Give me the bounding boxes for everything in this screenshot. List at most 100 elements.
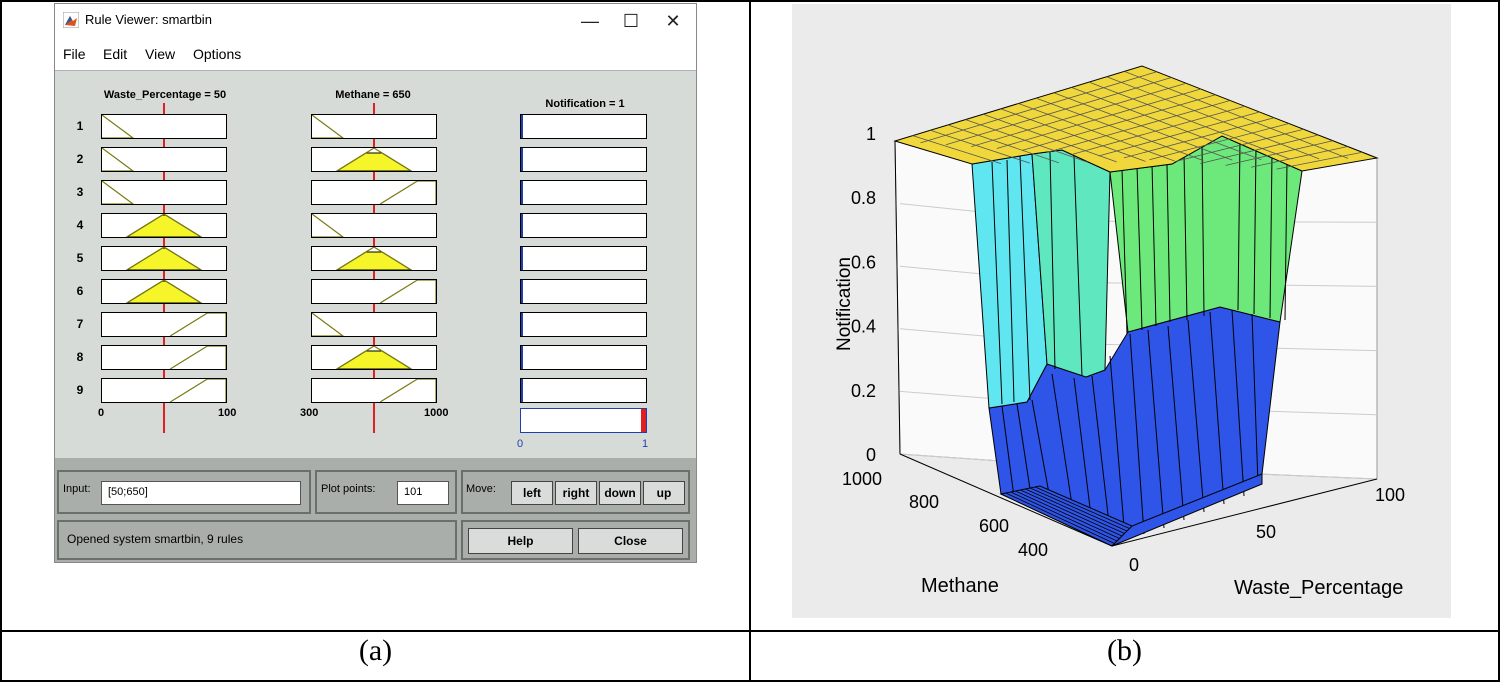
status-group: Opened system smartbin, 9 rules <box>57 520 457 560</box>
input-group: Input: [50;650] <box>57 470 311 514</box>
rule-number: 8 <box>76 350 84 364</box>
plot-points-group: Plot points: 101 <box>315 470 457 514</box>
waste-rule-plot[interactable] <box>101 114 227 139</box>
waste-rule-plot[interactable] <box>101 180 227 205</box>
rule-number: 7 <box>76 317 84 331</box>
output-rule-plot[interactable] <box>520 180 647 205</box>
surface-strip <box>1019 155 1031 401</box>
surface-strip <box>1151 163 1157 327</box>
methane-rule-plot[interactable] <box>311 279 437 304</box>
waste-rule-plot[interactable] <box>101 246 227 271</box>
close-window-button[interactable]: ✕ <box>665 11 681 31</box>
z-axis <box>894 140 901 455</box>
title-bar: Rule Viewer: smartbin — ☐ ✕ <box>55 4 696 38</box>
surface-strip <box>1253 145 1257 315</box>
floor-grid <box>1020 489 1123 537</box>
menu-edit[interactable]: Edit <box>103 46 128 62</box>
output-axis-max: 1 <box>642 438 649 450</box>
rule-number: 5 <box>76 251 84 265</box>
top-grid <box>1251 146 1348 168</box>
waste-rule-plot[interactable] <box>101 279 227 304</box>
rule-number: 1 <box>76 119 84 133</box>
control-panel: Input: [50;650] Plot points: 101 Move: l… <box>55 458 696 562</box>
top-grid <box>1174 128 1304 163</box>
maximize-button[interactable]: ☐ <box>622 11 640 31</box>
methane-rule-plot[interactable] <box>311 312 437 337</box>
close-button[interactable]: Close <box>578 528 683 554</box>
top-grid <box>1072 105 1245 155</box>
z-tick-label: 0.2 <box>851 381 876 401</box>
waste-rule-plot[interactable] <box>101 147 227 172</box>
waste-axis-max: 100 <box>218 407 237 419</box>
output-rule-plot[interactable] <box>520 345 647 370</box>
caption-b: (b) <box>1107 634 1142 667</box>
aggregated-output-bar <box>641 409 646 432</box>
floor-grid <box>1034 486 1130 529</box>
methane-tick-label: 600 <box>979 516 1009 536</box>
waste-rule-plot[interactable] <box>101 213 227 238</box>
surface-strip <box>1121 168 1128 335</box>
z-tick-label: 0.8 <box>851 188 876 208</box>
move-up-button[interactable]: up <box>643 481 685 505</box>
output-axis-min: 0 <box>517 438 524 450</box>
plot-points-label: Plot points: <box>321 483 376 495</box>
input-field[interactable]: [50;650] <box>101 481 301 505</box>
move-down-button[interactable]: down <box>599 481 641 505</box>
move-left-button[interactable]: left <box>511 481 553 505</box>
menu-bar: File Edit View Options <box>55 42 696 68</box>
caption-a: (a) <box>358 634 393 667</box>
methane-rule-plot[interactable] <box>311 213 437 238</box>
methane-rule-plot[interactable] <box>311 378 437 403</box>
methane-rule-plot[interactable] <box>311 180 437 205</box>
top-grid <box>965 119 1088 163</box>
menu-options[interactable]: Options <box>193 46 242 62</box>
aggregated-output-plot[interactable] <box>520 408 647 433</box>
methane-axis-label: Methane <box>921 575 999 597</box>
waste-rule-plot[interactable] <box>101 312 227 337</box>
z-tick-label: 1 <box>866 124 876 144</box>
output-rule-plot[interactable] <box>520 246 647 271</box>
methane-tick-label: 1000 <box>842 469 882 489</box>
help-button[interactable]: Help <box>468 528 573 554</box>
floor-grid <box>1005 492 1115 544</box>
methane-axis-min: 300 <box>300 407 319 419</box>
surface-plot-svg: 0 0.2 0.4 0.6 0.8 1 400 600 800 1000 0 50 100 Notific… <box>834 65 1405 599</box>
output-rule-plot[interactable] <box>520 279 647 304</box>
move-right-button[interactable]: right <box>555 481 597 505</box>
caption-b-cell <box>749 630 1500 682</box>
plot-points-field[interactable]: 101 <box>397 481 449 505</box>
top-grid <box>1276 151 1363 170</box>
surface-strip <box>1147 329 1165 529</box>
top-grid <box>983 113 1117 163</box>
methane-title: Methane = 650 <box>335 89 411 101</box>
waste-rule-plot[interactable] <box>101 378 227 403</box>
top-grid <box>1022 94 1216 151</box>
waste-axis-min: 0 <box>98 407 105 419</box>
methane-rule-plot[interactable] <box>311 345 437 370</box>
top-grid <box>1200 134 1319 164</box>
input-label: Input: <box>63 483 91 495</box>
surface-strip <box>1091 375 1111 533</box>
z-axis-label: Notification <box>834 257 855 351</box>
output-rule-plot[interactable] <box>520 378 647 403</box>
rule-viewer-window: Rule Viewer: smartbin — ☐ ✕ File Edit Vi… <box>54 3 697 563</box>
methane-tick-label: 800 <box>909 492 939 512</box>
floor-grid <box>1025 488 1125 534</box>
menu-file[interactable]: File <box>63 46 86 62</box>
methane-rule-plot[interactable] <box>311 114 437 139</box>
top-grid <box>1088 81 1291 160</box>
top-grid <box>912 135 1002 164</box>
methane-rule-plot[interactable] <box>311 246 437 271</box>
output-rule-plot[interactable] <box>520 114 647 139</box>
output-rule-plot[interactable] <box>520 213 647 238</box>
surface-strip <box>1073 155 1083 377</box>
menu-view[interactable]: View <box>145 46 176 62</box>
matlab-icon <box>63 12 79 28</box>
output-rule-plot[interactable] <box>520 312 647 337</box>
output-rule-plot[interactable] <box>520 147 647 172</box>
move-group: Move: left right down up <box>461 470 690 514</box>
waste-rule-plot[interactable] <box>101 345 227 370</box>
minimize-button[interactable]: — <box>581 11 599 31</box>
methane-rule-plot[interactable] <box>311 147 437 172</box>
surface-plot: 0 0.2 0.4 0.6 0.8 1 400 600 800 1000 0 50 100 Notific… <box>792 4 1451 618</box>
